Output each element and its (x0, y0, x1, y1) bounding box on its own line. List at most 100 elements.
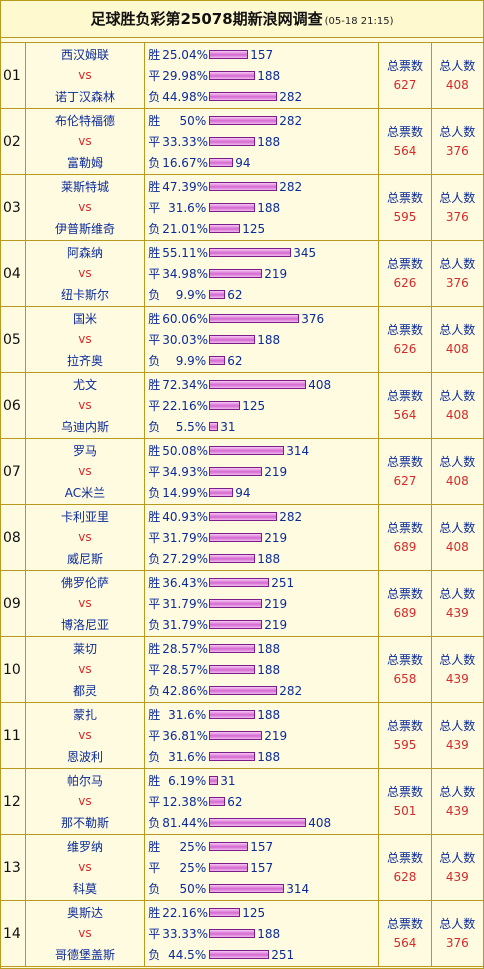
vote-stats: 胜 60.06% 376 平 30.03% 188 负 9.9% 62 (145, 307, 380, 372)
draw-bar (209, 467, 263, 476)
loss-percent: 27.29% (162, 551, 208, 566)
win-stat: 胜 25.04% 157 (148, 46, 378, 64)
draw-stat: 平 34.93% 219 (148, 463, 378, 481)
loss-percent: 14.99% (162, 485, 208, 500)
win-label: 胜 (148, 180, 161, 194)
win-bar (209, 182, 278, 191)
win-count: 251 (271, 575, 295, 590)
match-number: 05 (1, 307, 26, 372)
loss-count: 31 (220, 419, 236, 434)
draw-label: 平 (148, 465, 161, 479)
match-row: 09 佛罗伦萨 vs 博洛尼亚 胜 36.43% 251 平 31.79% 21… (1, 571, 483, 637)
total-votes-value: 564 (393, 407, 417, 422)
loss-percent: 50% (179, 881, 207, 896)
win-label: 胜 (148, 48, 161, 62)
total-votes-label: 总票数 (386, 916, 423, 931)
loss-stat: 负 9.9% 62 (148, 352, 378, 370)
total-votes-value: 564 (393, 935, 417, 950)
total-people-label: 总人数 (439, 190, 476, 205)
draw-percent: 34.98% (162, 266, 208, 281)
loss-stat: 负 31.79% 219 (148, 616, 378, 634)
total-votes-label: 总票数 (386, 454, 423, 469)
win-percent: 50.08% (162, 443, 208, 458)
loss-bar (209, 488, 234, 497)
away-team: 拉齐奥 (66, 354, 103, 369)
total-votes-cell: 总票数 627 (379, 439, 432, 504)
loss-stat: 负 44.98% 282 (148, 88, 378, 106)
away-team: 科莫 (72, 882, 97, 897)
win-count: 157 (250, 47, 274, 62)
match-number: 10 (1, 637, 26, 702)
total-people-label: 总人数 (439, 454, 476, 469)
vote-stats: 胜 50.08% 314 平 34.93% 219 负 14.99% 94 (145, 439, 380, 504)
loss-bar (209, 554, 256, 563)
win-count: 282 (279, 113, 303, 128)
home-team: 卡利亚里 (60, 509, 109, 524)
away-team: 那不勒斯 (60, 816, 109, 831)
win-stat: 胜 6.19% 31 (148, 772, 378, 790)
loss-count: 408 (308, 815, 332, 830)
match-row: 13 维罗纳 vs 科莫 胜 25% 157 平 25% 157 负 50% (1, 835, 483, 901)
total-people-value: 439 (445, 737, 469, 752)
win-bar (209, 908, 241, 917)
loss-bar (209, 290, 226, 299)
away-team: 威尼斯 (66, 552, 103, 567)
total-votes-cell: 总票数 626 (379, 307, 432, 372)
vs-label: vs (78, 68, 92, 83)
match-teams: 罗马 vs AC米兰 (26, 439, 146, 504)
total-people-label: 总人数 (439, 652, 476, 667)
total-votes-value: 627 (393, 473, 417, 488)
win-percent: 25% (179, 839, 207, 854)
loss-bar (209, 224, 241, 233)
loss-percent: 5.5% (175, 419, 207, 434)
draw-percent: 34.93% (162, 464, 208, 479)
loss-stat: 负 27.29% 188 (148, 550, 378, 568)
loss-count: 188 (257, 551, 281, 566)
total-people-cell: 总人数 408 (432, 43, 483, 108)
match-row: 05 国米 vs 拉齐奥 胜 60.06% 376 平 30.03% 188 负… (1, 307, 483, 373)
draw-percent: 31.79% (162, 530, 208, 545)
match-number: 14 (1, 901, 26, 966)
loss-count: 62 (227, 287, 243, 302)
loss-percent: 42.86% (162, 683, 208, 698)
win-stat: 胜 60.06% 376 (148, 310, 378, 328)
vs-label: vs (78, 398, 92, 413)
loss-count: 282 (279, 683, 303, 698)
match-teams: 维罗纳 vs 科莫 (26, 835, 146, 900)
total-votes-cell: 总票数 689 (379, 505, 432, 570)
win-label: 胜 (148, 642, 161, 656)
win-percent: 50% (179, 113, 207, 128)
total-people-value: 439 (445, 671, 469, 686)
win-bar (209, 116, 278, 125)
away-team: 哥德堡盖斯 (54, 948, 115, 963)
total-people-cell: 总人数 376 (432, 241, 483, 306)
total-votes-value: 689 (393, 539, 417, 554)
total-people-label: 总人数 (439, 520, 476, 535)
away-team: 纽卡斯尔 (60, 288, 109, 303)
total-people-label: 总人数 (439, 124, 476, 139)
loss-label: 负 (148, 420, 161, 434)
away-team: 恩波利 (66, 750, 103, 765)
loss-label: 负 (148, 90, 161, 104)
win-bar (209, 842, 249, 851)
total-votes-label: 总票数 (386, 520, 423, 535)
loss-count: 94 (235, 155, 251, 170)
win-percent: 60.06% (162, 311, 208, 326)
draw-percent: 31.79% (162, 596, 208, 611)
draw-bar (209, 137, 256, 146)
loss-bar (209, 356, 226, 365)
home-team: 维罗纳 (66, 839, 103, 854)
win-count: 125 (242, 905, 266, 920)
loss-percent: 44.98% (162, 89, 208, 104)
win-bar (209, 578, 270, 587)
title-text: 足球胜负彩第25078期新浪网调查 (90, 10, 323, 28)
draw-label: 平 (148, 795, 161, 809)
vs-label: vs (78, 728, 92, 743)
loss-label: 负 (148, 552, 161, 566)
draw-stat: 平 33.33% 188 (148, 133, 378, 151)
win-count: 376 (301, 311, 325, 326)
total-people-value: 408 (445, 77, 469, 92)
away-team: 乌迪内斯 (60, 420, 109, 435)
total-votes-cell: 总票数 658 (379, 637, 432, 702)
win-count: 282 (279, 509, 303, 524)
